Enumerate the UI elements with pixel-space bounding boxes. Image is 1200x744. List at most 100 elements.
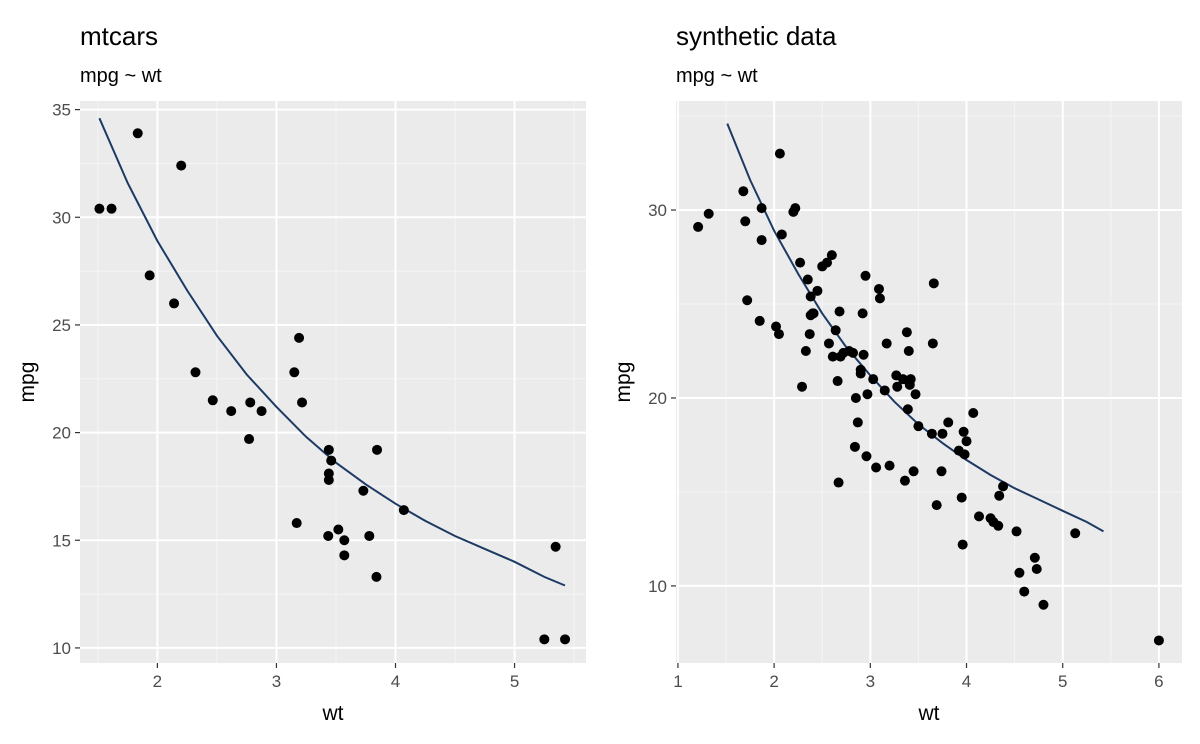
data-point [190, 367, 201, 378]
data-point [776, 229, 787, 240]
y-tick-label: 10 [52, 639, 71, 658]
data-point [833, 477, 844, 488]
data-point [539, 634, 550, 645]
data-point [800, 345, 811, 356]
x-tick-label: 3 [866, 672, 875, 691]
data-point [371, 571, 382, 582]
data-point [291, 518, 302, 529]
data-point [943, 417, 954, 428]
tick-marks [671, 209, 1160, 668]
x-tick-label: 2 [769, 672, 778, 691]
data-point [862, 389, 873, 400]
data-point [874, 293, 885, 304]
panel-subtitle: mpg ~ wt [80, 65, 162, 87]
data-point [339, 535, 350, 546]
y-tick-labels: 10 20 30 [648, 201, 667, 596]
data-point [756, 235, 767, 246]
data-point [968, 408, 979, 419]
data-point [868, 374, 879, 385]
data-point [913, 421, 924, 432]
data-point [297, 397, 308, 408]
data-point [881, 338, 892, 349]
data-point [738, 186, 749, 197]
data-point [132, 128, 143, 139]
x-tick-label: 4 [391, 672, 400, 691]
x-axis-title: wt [918, 702, 940, 725]
x-tick-label: 5 [1058, 672, 1067, 691]
panel-background [80, 101, 586, 663]
data-point [169, 298, 180, 309]
data-point [294, 332, 305, 343]
data-point [790, 203, 801, 214]
data-point [902, 404, 913, 415]
data-point [826, 250, 837, 261]
data-point [857, 308, 868, 319]
data-point [898, 374, 909, 385]
data-point [858, 349, 869, 360]
y-tick-label: 30 [648, 201, 667, 220]
data-point [703, 208, 714, 219]
data-point [871, 462, 882, 473]
data-point [1014, 567, 1025, 578]
x-tick-label: 6 [1154, 672, 1163, 691]
data-point [849, 441, 860, 452]
data-point [808, 308, 819, 319]
panel-subtitle: mpg ~ wt [676, 65, 758, 87]
data-point [993, 520, 1004, 531]
data-point [879, 385, 890, 396]
data-point [812, 285, 823, 296]
data-point [323, 444, 334, 455]
data-point [936, 466, 947, 477]
x-tick-label: 1 [673, 672, 682, 691]
fit-curve [98, 117, 566, 587]
data-point [823, 338, 834, 349]
data-point [830, 325, 841, 336]
x-tick-label: 3 [272, 672, 281, 691]
data-point [822, 257, 833, 268]
data-point [994, 490, 1005, 501]
data-point [903, 345, 914, 356]
data-point [1031, 564, 1042, 575]
data-point [176, 160, 187, 171]
data-point [754, 315, 765, 326]
data-point [289, 367, 300, 378]
data-point [959, 449, 970, 460]
data-point [795, 257, 806, 268]
data-point [398, 505, 409, 516]
data-point [372, 444, 383, 455]
data-point [106, 203, 117, 214]
data-point [860, 270, 871, 281]
data-point [834, 306, 845, 317]
data-point [956, 492, 967, 503]
data-point [740, 216, 751, 227]
x-tick-label: 2 [153, 672, 162, 691]
data-point [802, 274, 813, 285]
data-point [226, 406, 237, 417]
data-point [1011, 526, 1022, 537]
data-point [207, 395, 218, 406]
x-tick-labels: 1 2 3 4 5 6 [673, 672, 1163, 691]
data-point [1153, 635, 1164, 646]
data-point [774, 148, 785, 159]
y-tick-label: 30 [52, 208, 71, 227]
data-point [256, 406, 267, 417]
data-point [550, 541, 561, 552]
panel-mtcars: mtcars mpg ~ wt 10 15 20 25 30 35 2 3 4 5 wt mpg [16, 21, 586, 725]
data-point [323, 468, 334, 479]
data-point [144, 270, 155, 281]
y-tick-label: 25 [52, 316, 71, 335]
data-point [742, 295, 753, 306]
data-point [244, 434, 255, 445]
data-point [773, 329, 784, 340]
y-tick-labels: 10 15 20 25 30 35 [52, 101, 71, 658]
data-point [958, 426, 969, 437]
data-point [94, 203, 105, 214]
grid-lines [80, 101, 586, 663]
data-point [805, 291, 816, 302]
data-point [901, 327, 912, 338]
panel-title: mtcars [80, 21, 158, 51]
data-point [804, 329, 815, 340]
data-point [998, 481, 1009, 492]
y-tick-label: 20 [52, 424, 71, 443]
